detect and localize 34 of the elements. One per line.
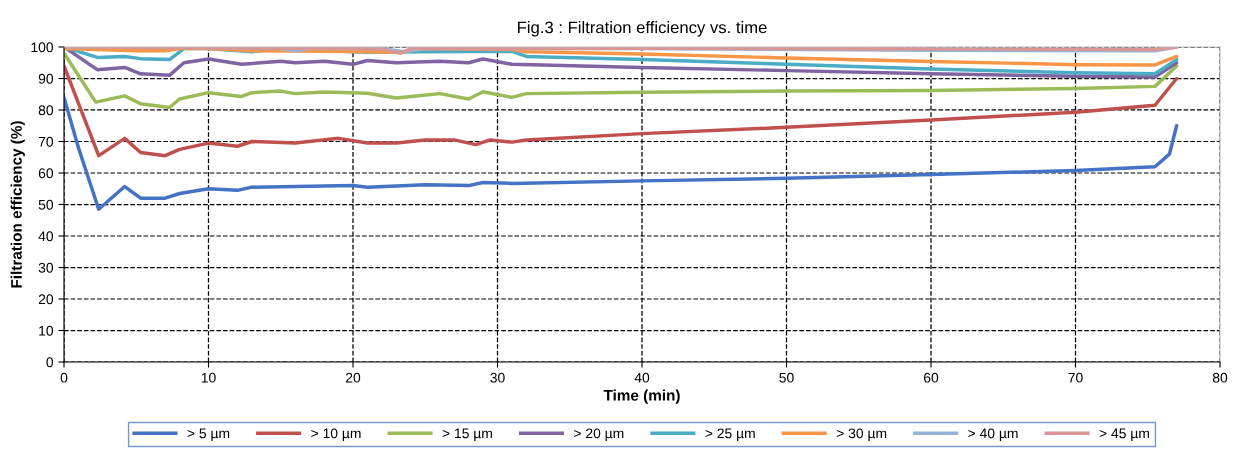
line-series	[64, 64, 1179, 158]
line-series	[64, 51, 1179, 110]
y-tick-label: 20	[38, 294, 54, 305]
legend-label: > 45 µm	[1099, 428, 1149, 441]
chart-title: Fig.3 : Filtration efficiency vs. time	[518, 21, 767, 37]
y-tick-label: 0	[46, 357, 54, 368]
x-tick-label: 60	[923, 372, 939, 383]
x-tick-label: 10	[201, 372, 216, 383]
x-tick-label: 80	[1212, 372, 1228, 383]
legend-label: > 15 µm	[442, 428, 492, 441]
y-tick-label: 80	[38, 105, 54, 116]
legend-label: > 5 µm	[187, 428, 230, 441]
x-tick-label: 50	[779, 372, 794, 383]
legend-label: > 20 µm	[574, 428, 624, 441]
y-tick-label: 100	[31, 42, 54, 53]
y-tick-label: 30	[38, 262, 54, 273]
y-tick-label: 10	[39, 325, 54, 336]
y-tick-label: 60	[38, 168, 54, 179]
y-tick-label: 90	[38, 73, 54, 84]
legend-label: > 40 µm	[968, 428, 1018, 441]
legend-label: > 30 µm	[836, 428, 887, 441]
x-tick-label: 70	[1068, 372, 1083, 383]
y-tick-label: 50	[38, 199, 54, 210]
y-tick-label: 70	[38, 136, 54, 147]
x-tick-label: 20	[345, 372, 361, 383]
y-tick-label: 40	[38, 231, 54, 242]
x-tick-label: 40	[634, 372, 650, 383]
x-tick-label: 0	[60, 372, 68, 383]
legend-label: > 25 µm	[705, 428, 755, 441]
legend-label: > 10 µm	[311, 428, 361, 441]
y-axis-title: Filtration efficiency (%)	[10, 121, 25, 288]
x-axis-title: Time (min)	[603, 389, 680, 404]
x-tick-label: 30	[490, 372, 505, 383]
line-series	[64, 95, 1179, 211]
